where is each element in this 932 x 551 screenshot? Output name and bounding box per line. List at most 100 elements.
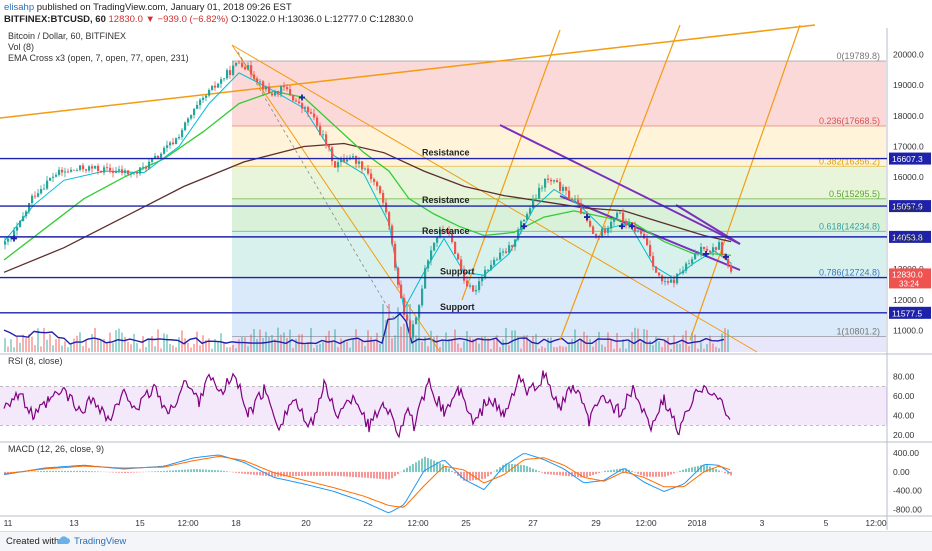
candle-body (208, 90, 210, 96)
macd-histogram-bar (82, 471, 84, 472)
time-tick: 15 (135, 518, 145, 528)
volume-bar (532, 336, 534, 352)
candle-body (286, 87, 288, 89)
volume-bar (106, 343, 108, 352)
candle-body (385, 203, 387, 213)
candle-body (55, 175, 57, 177)
fib-label: 0.5(15295.5) (829, 189, 880, 199)
candle-body (532, 199, 534, 208)
candle-body (118, 169, 120, 170)
volume-bar (373, 341, 375, 352)
candle-body (379, 186, 381, 193)
price-tick: 11000.0 (893, 326, 923, 336)
candle-body (211, 86, 213, 90)
candle-body (424, 268, 426, 288)
macd-histogram-bar (544, 472, 546, 474)
volume-bar (340, 338, 342, 352)
last-price-text: 12830.0 (892, 269, 923, 279)
hline-tag-text: 16607.3 (892, 154, 923, 164)
volume-bar (70, 344, 72, 352)
fib-label: 0.236(17668.5) (819, 116, 880, 126)
candle-body (112, 171, 114, 173)
ema-legend[interactable]: EMA Cross x3 (open, 7, open, 77, open, 2… (8, 53, 189, 63)
macd-histogram-bar (595, 472, 597, 474)
volume-bar (658, 341, 660, 352)
candle-body (685, 264, 687, 271)
volume-bar (592, 347, 594, 352)
volume-bar (667, 338, 669, 352)
candle-body (610, 222, 612, 229)
candle-body (244, 67, 246, 70)
candle-body (529, 208, 531, 214)
macd-histogram-bar (109, 472, 111, 473)
candle-body (616, 213, 618, 218)
macd-histogram-bar (553, 472, 555, 475)
candle-body (484, 270, 486, 278)
macd-histogram-bar (427, 458, 429, 472)
candle-body (19, 221, 21, 227)
volume-bar (145, 347, 147, 352)
candle-body (253, 75, 255, 79)
macd-histogram-bar (34, 471, 36, 472)
volume-bar (403, 324, 405, 352)
macd-histogram-bar (337, 472, 339, 476)
candle-body (730, 265, 732, 272)
macd-histogram-bar (304, 472, 306, 476)
candle-body (589, 221, 591, 227)
volume-bar (565, 347, 567, 352)
candle-body (52, 177, 54, 178)
candle-body (103, 167, 105, 172)
macd-histogram-bar (691, 467, 693, 472)
volume-bar (505, 328, 507, 352)
volume-bar (697, 349, 699, 352)
candle-body (70, 170, 72, 172)
macd-legend[interactable]: MACD (12, 26, close, 9) (8, 444, 104, 454)
volume-bar (25, 338, 27, 352)
candle-body (547, 179, 549, 180)
time-tick: 20 (301, 518, 311, 528)
volume-bar (325, 336, 327, 352)
volume-bar (181, 330, 183, 352)
macd-histogram-bar (154, 471, 156, 472)
macd-histogram-bar (370, 472, 372, 478)
time-tick: 12:00 (635, 518, 657, 528)
candle-body (577, 200, 579, 203)
macd-histogram-bar (679, 471, 681, 472)
time-tick: 29 (591, 518, 601, 528)
volume-bar (199, 345, 201, 352)
macd-histogram-bar (157, 471, 159, 472)
macd-histogram-bar (124, 472, 126, 473)
macd-histogram-bar (523, 465, 525, 472)
vol-legend[interactable]: Vol (8) (8, 42, 34, 52)
candle-body (127, 170, 129, 174)
macd-histogram-bar (250, 472, 252, 475)
candle-body (22, 216, 24, 221)
volume-bar (22, 335, 24, 352)
time-tick: 25 (461, 518, 471, 528)
rsi-legend[interactable]: RSI (8, close) (8, 356, 63, 366)
volume-bar (598, 332, 600, 352)
macd-histogram-bar (79, 471, 81, 472)
macd-histogram-bar (724, 472, 726, 473)
candle-body (304, 107, 306, 108)
macd-histogram-bar (331, 472, 333, 476)
candle-body (49, 178, 51, 181)
macd-histogram-bar (631, 471, 633, 472)
price-tick: 19000.0 (893, 80, 924, 90)
macd-histogram-bar (538, 471, 540, 472)
candle-body (40, 189, 42, 193)
candle-body (568, 191, 570, 199)
price-tick: 18000.0 (893, 111, 924, 121)
candle-body (256, 78, 258, 81)
volume-bar (349, 348, 351, 352)
candle-body (217, 84, 219, 88)
volume-bar (484, 336, 486, 352)
candle-body (13, 231, 15, 236)
candle-body (370, 174, 372, 180)
tradingview-brand[interactable]: TradingView (74, 536, 126, 547)
candle-body (190, 115, 192, 118)
candle-body (226, 70, 228, 78)
macd-histogram-bar (31, 471, 33, 472)
candle-body (418, 305, 420, 317)
